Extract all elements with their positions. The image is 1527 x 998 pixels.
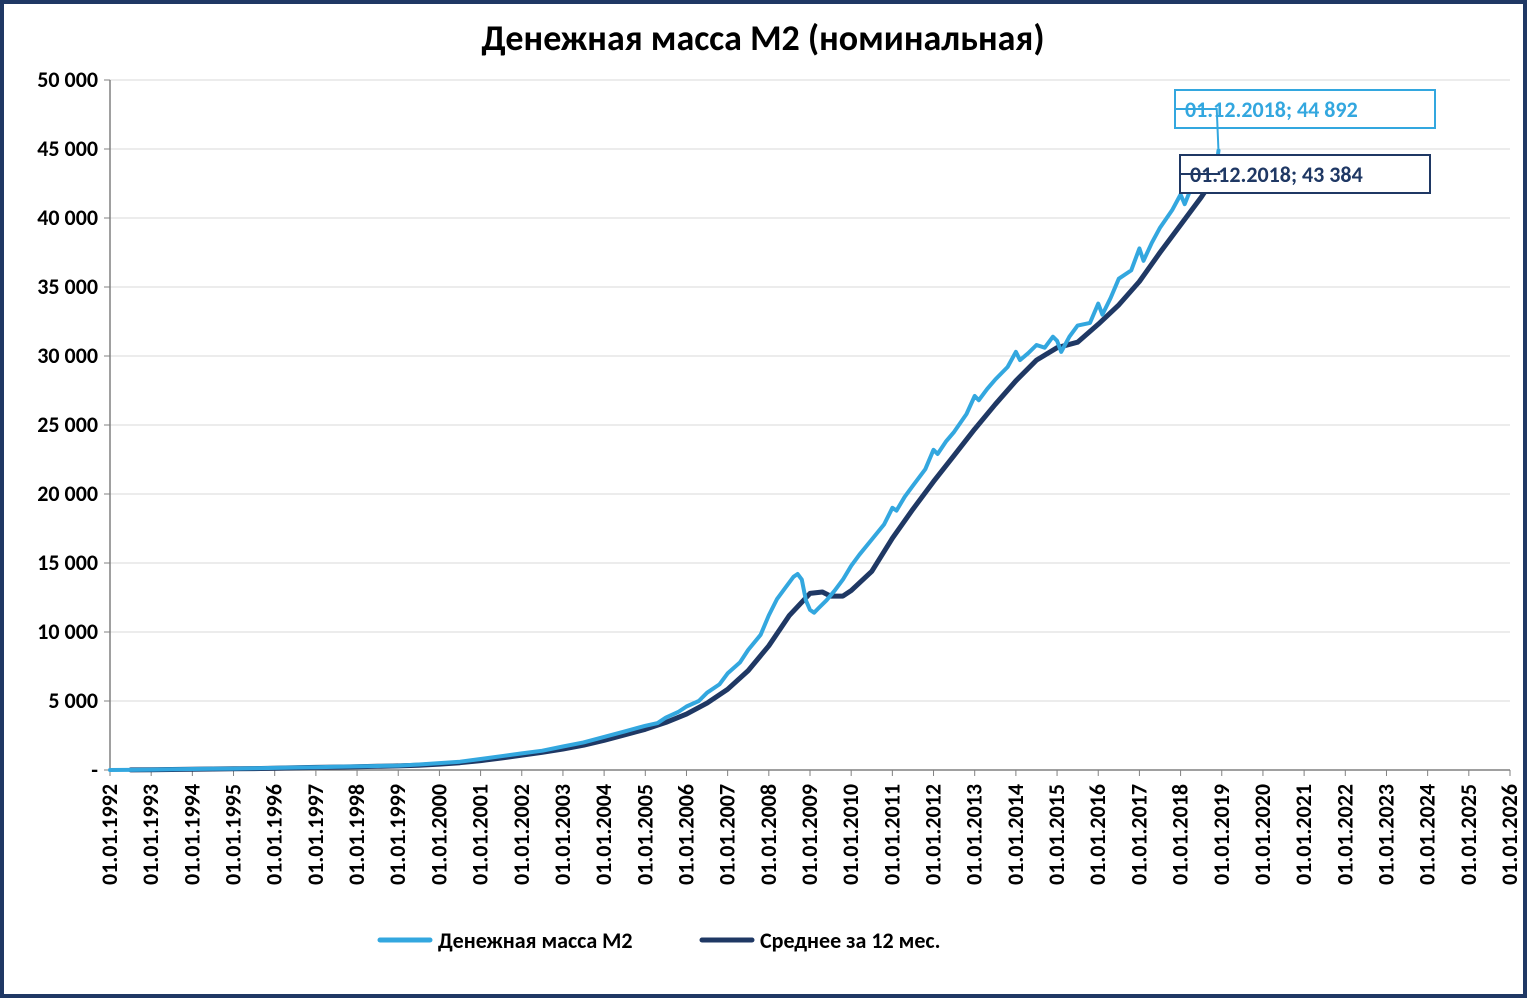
x-tick-label: 01.01.2011 <box>878 784 905 885</box>
x-tick-label: 01.01.2023 <box>1372 784 1399 885</box>
x-tick-label: 01.01.2000 <box>425 784 452 885</box>
x-tick-label: 01.01.1992 <box>96 784 123 885</box>
callout-text: 01.12.2018; 44 892 <box>1185 96 1358 123</box>
chart-svg: Денежная масса М2 (номинальная) - 5 000 10 … <box>0 0 1527 998</box>
x-tick-label: 01.01.1993 <box>137 784 164 885</box>
x-tick-label: 01.01.1994 <box>178 784 205 885</box>
y-tick-label: 35 000 <box>37 273 98 300</box>
x-tick-label: 01.01.1998 <box>343 784 370 885</box>
x-tick-label: 01.01.2015 <box>1043 784 1070 885</box>
x-tick-label: 01.01.2008 <box>755 784 782 885</box>
y-tick-label: 50 000 <box>37 66 98 93</box>
callout-text: 01.12.2018; 43 384 <box>1190 161 1363 188</box>
series-m2 <box>110 151 1219 771</box>
y-tick-label: 45 000 <box>37 135 98 162</box>
x-tick-label: 01.01.2003 <box>549 784 576 885</box>
y-tick-label: 20 000 <box>37 480 98 507</box>
x-tick-label: 01.01.2024 <box>1414 784 1441 885</box>
x-tick-label: 01.01.2018 <box>1167 784 1194 885</box>
x-tick-label: 01.01.2021 <box>1290 784 1317 885</box>
x-tick-label: 01.01.2025 <box>1455 784 1482 885</box>
series-average-12m <box>131 171 1219 770</box>
x-tick-label: 01.01.1999 <box>384 784 411 885</box>
x-tick-label: 01.01.2012 <box>920 784 947 885</box>
x-tick-label: 01.01.2007 <box>714 784 741 885</box>
y-tick-label: 15 000 <box>37 549 98 576</box>
x-tick-label: 01.01.1996 <box>261 784 288 885</box>
legend-label: Среднее за 12 мес. <box>760 927 941 954</box>
x-tick-label: 01.01.2016 <box>1084 784 1111 885</box>
x-tick-label: 01.01.2006 <box>672 784 699 885</box>
x-tick-label: 01.01.2017 <box>1125 784 1152 885</box>
x-tick-label: 01.01.2009 <box>796 784 823 885</box>
x-tick-label: 01.01.2001 <box>467 784 494 885</box>
chart-container: Денежная масса М2 (номинальная) - 5 000 10 … <box>0 0 1527 998</box>
y-tick-label: - <box>91 756 98 783</box>
x-tick-label: 01.01.2026 <box>1496 784 1523 885</box>
x-tick-label: 01.01.2013 <box>961 784 988 885</box>
x-tick-label: 01.01.2002 <box>508 784 535 885</box>
x-tick-label: 01.01.2010 <box>837 784 864 885</box>
y-tick-label: 5 000 <box>48 687 98 714</box>
legend-label: Денежная масса М2 <box>438 927 633 954</box>
x-tick-label: 01.01.2004 <box>590 784 617 885</box>
x-tick-label: 01.01.2019 <box>1208 784 1235 885</box>
y-tick-label: 25 000 <box>37 411 98 438</box>
chart-title: Денежная масса М2 (номинальная) <box>481 16 1044 60</box>
x-tick-label: 01.01.2014 <box>1002 784 1029 885</box>
x-tick-label: 01.01.1995 <box>220 784 247 885</box>
x-tick-label: 01.01.2020 <box>1249 784 1276 885</box>
x-tick-label: 01.01.2005 <box>631 784 658 885</box>
x-tick-label: 01.01.2022 <box>1331 784 1358 885</box>
y-tick-label: 30 000 <box>37 342 98 369</box>
y-tick-label: 40 000 <box>37 204 98 231</box>
y-tick-label: 10 000 <box>37 618 98 645</box>
x-tick-label: 01.01.1997 <box>302 784 329 885</box>
